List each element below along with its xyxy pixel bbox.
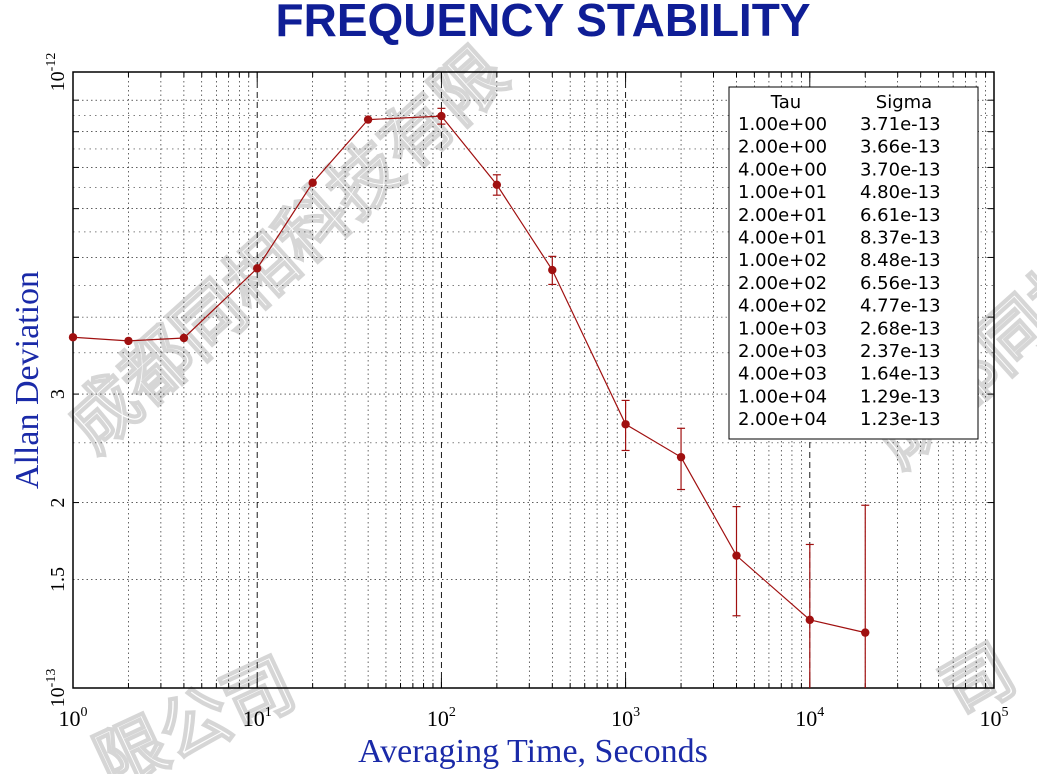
series-allan-deviation (68, 107, 870, 688)
x-tick-label-base: 10 (427, 706, 449, 731)
x-tick-labels: 100 101 102 103 104 105 (59, 705, 1009, 731)
data-point (676, 452, 686, 462)
table-cell-tau: 1.00e+01 (738, 182, 827, 203)
y-tick-label: 3 (47, 389, 69, 399)
series-line (72, 115, 866, 634)
y-tick-label-base: 10 (47, 687, 69, 707)
table-cell-tau: 4.00e+01 (738, 228, 827, 249)
x-tick-label-exp: 4 (817, 705, 824, 720)
table-cell-sigma: 1.23e-13 (860, 409, 941, 430)
data-point (548, 265, 557, 275)
table-cell-sigma: 4.77e-13 (860, 296, 941, 317)
data-point (363, 115, 373, 124)
data-point (179, 333, 189, 343)
y-tick-label: 1.5 (47, 567, 69, 592)
y-tick-label-base: 2 (47, 498, 69, 508)
data-point (861, 628, 870, 637)
x-tick-label: 102 (427, 705, 456, 731)
data-point (492, 180, 502, 189)
table-cell-sigma: 1.64e-13 (860, 364, 941, 385)
table-cell-tau: 2.00e+03 (738, 341, 827, 362)
y-tick-label-exp: -13 (44, 669, 59, 688)
table-cell-tau: 2.00e+04 (738, 409, 827, 430)
table-cell-sigma: 1.29e-13 (860, 386, 941, 407)
y-tick-label-base: 1.5 (47, 567, 69, 592)
table-cell-sigma: 8.37e-13 (860, 228, 941, 249)
x-tick-label-base: 10 (795, 706, 817, 731)
x-axis-label: Averaging Time, Seconds (358, 733, 708, 770)
chart-title: FREQUENCY STABILITY (276, 0, 811, 46)
table-cell-sigma: 3.70e-13 (860, 159, 941, 180)
x-tick-label: 105 (980, 705, 1009, 731)
table-cell-tau: 4.00e+03 (738, 364, 827, 385)
data-point (124, 336, 133, 346)
y-axis-label: Allan Deviation (9, 271, 46, 489)
y-tick-label: 2 (47, 498, 69, 508)
table-cell-tau: 2.00e+01 (738, 205, 827, 226)
data-point (253, 264, 262, 273)
y-tick-label-exp: -12 (44, 53, 59, 72)
axis-ticks (72, 71, 995, 689)
data-point (732, 551, 741, 560)
plot-frame (72, 71, 995, 689)
table-cell-sigma: 2.68e-13 (860, 318, 941, 339)
table-header-sigma: Sigma (876, 92, 932, 113)
table-cell-tau: 2.00e+00 (738, 137, 827, 158)
y-tick-label-base: 10 (47, 71, 69, 91)
x-tick-label-exp: 3 (633, 705, 640, 720)
data-table-frame (728, 86, 979, 440)
table-cell-sigma: 6.56e-13 (860, 273, 941, 294)
x-tick-label: 103 (611, 705, 640, 731)
table-cell-sigma: 2.37e-13 (860, 341, 941, 362)
x-tick-label-base: 10 (243, 706, 265, 731)
x-tick-label-exp: 5 (1002, 705, 1009, 720)
table-cell-sigma: 4.80e-13 (860, 182, 941, 203)
data-point (621, 420, 630, 429)
watermark-text-main: 成都同相科技有限 (52, 32, 523, 468)
x-tick-label-exp: 0 (81, 705, 88, 720)
table-cell-tau: 1.00e+02 (738, 250, 827, 271)
x-tick-label-exp: 2 (449, 705, 456, 720)
table-cell-sigma: 6.61e-13 (860, 205, 941, 226)
x-tick-label: 100 (59, 705, 88, 731)
data-point (805, 615, 814, 625)
x-tick-label: 101 (243, 705, 272, 731)
x-tick-label: 104 (795, 705, 824, 731)
table-cell-tau: 1.00e+03 (738, 318, 827, 339)
watermark-text-bottom: 限公司 (83, 642, 308, 774)
table-cell-sigma: 3.66e-13 (860, 137, 941, 158)
y-tick-label: 10-12 (44, 53, 69, 92)
table-cell-tau: 2.00e+02 (738, 273, 827, 294)
data-point (308, 178, 317, 187)
watermark-text-bottom-right: 司 (928, 629, 1030, 735)
y-tick-label: 10-13 (44, 669, 69, 708)
table-cell-tau: 4.00e+02 (738, 296, 827, 317)
data-table: Tau Sigma 1.00e+00 3.71e-13 2.00e+00 3.66e-13… (728, 86, 979, 440)
data-point (68, 333, 78, 342)
table-cell-tau: 1.00e+00 (738, 114, 827, 135)
x-tick-label-base: 10 (980, 706, 1002, 731)
x-tick-label-base: 10 (611, 706, 633, 731)
table-cell-tau: 4.00e+00 (738, 159, 827, 180)
table-cell-tau: 1.00e+04 (738, 386, 827, 407)
y-tick-label-base: 3 (47, 389, 69, 399)
table-cell-sigma: 8.48e-13 (860, 250, 941, 271)
table-cell-sigma: 3.71e-13 (860, 114, 941, 135)
data-point (437, 111, 446, 121)
x-tick-label-base: 10 (59, 706, 81, 731)
x-tick-label-exp: 1 (265, 705, 272, 720)
table-header-tau: Tau (770, 92, 801, 113)
